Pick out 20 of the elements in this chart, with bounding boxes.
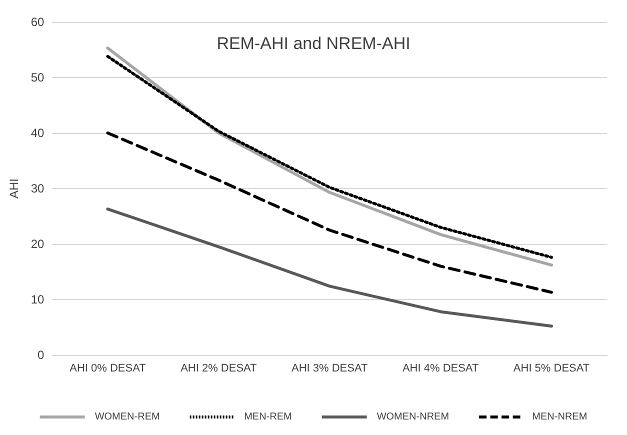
line-series: [106, 132, 554, 294]
legend-label: WOMEN-NREM: [376, 412, 450, 422]
legend-label: MEN-NREM: [532, 412, 588, 422]
text: REM-AHI and NREM-AHI: [216, 34, 410, 53]
x-tick-label: AHI 0% DESAT: [70, 362, 146, 374]
x-tick-label: AHI 2% DESAT: [180, 362, 258, 374]
y-tick-label: 30: [30, 182, 45, 196]
y-tick-label: 0: [38, 348, 45, 362]
legend-label: WOMEN-REM: [94, 412, 160, 422]
y-tick-label: 10: [30, 292, 45, 306]
line-series: [106, 208, 554, 328]
y-axis-title: AHI: [7, 178, 21, 199]
legend-label: MEN-REM: [244, 412, 292, 422]
y-tick-label: 40: [30, 126, 45, 140]
x-tick-label: AHI 3% DESAT: [292, 362, 368, 374]
y-tick-label: 60: [30, 15, 45, 29]
y-tick-label: 20: [30, 237, 45, 251]
x-tick-label: AHI 4% DESAT: [402, 362, 479, 374]
y-tick-label: 50: [30, 70, 45, 84]
x-tick-label: AHI 5% DESAT: [513, 362, 590, 374]
